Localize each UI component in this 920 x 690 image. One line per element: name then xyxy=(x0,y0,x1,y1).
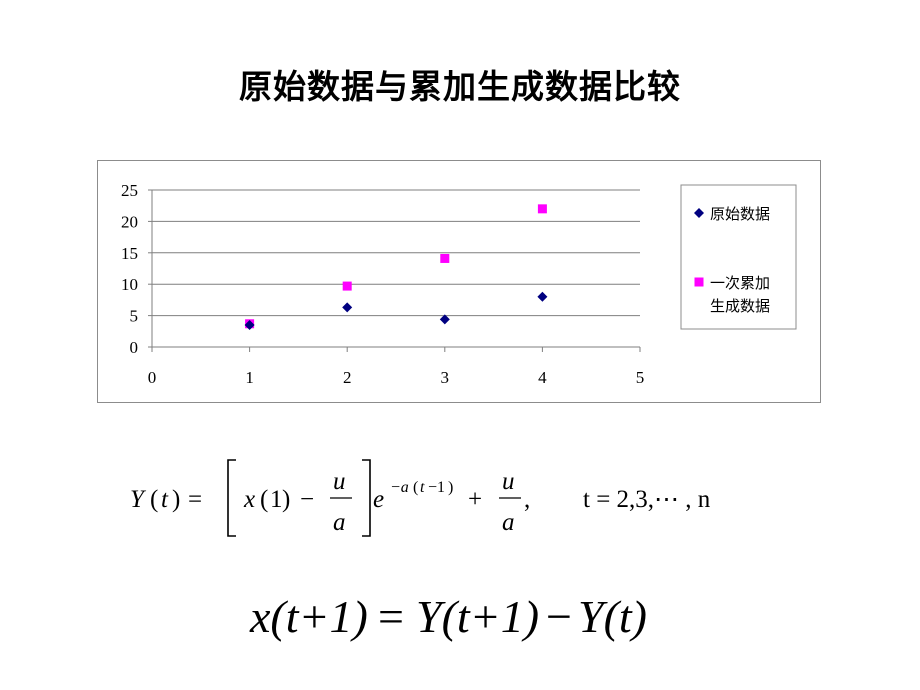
eq1-lparen: ( xyxy=(150,486,158,513)
eq1-t-range: t = 2,3,⋯ , n xyxy=(583,486,711,513)
y-tick-label-10: 10 xyxy=(121,275,138,294)
series-1-point-3 xyxy=(440,253,450,263)
grid-lines xyxy=(152,189,640,317)
y-tick-label-20: 20 xyxy=(121,212,138,231)
eq2-equals: = xyxy=(378,591,404,642)
eq1-exp-lparen: ( xyxy=(413,479,418,496)
x-tick-label-3: 3 xyxy=(441,368,450,387)
y-tick-label-15: 15 xyxy=(121,244,138,263)
x-tick-label-5: 5 xyxy=(636,368,645,387)
eq1-rparen: ) xyxy=(172,486,180,513)
eq2-rhs2: Y(t) xyxy=(578,591,647,642)
x-tick-label-4: 4 xyxy=(538,368,547,387)
eq1-left-bracket xyxy=(227,459,236,537)
eq2-lhs: x(t+1) xyxy=(249,591,368,642)
eq1-frac2-num: u xyxy=(502,468,515,495)
series-0-point-3 xyxy=(439,314,450,325)
eq1-frac2-den: a xyxy=(502,509,515,536)
eq1-frac-den: a xyxy=(333,509,346,536)
chart-area: 0 5 10 15 20 25 0 1 2 3 4 5 原始数据一次累加生成数据 xyxy=(97,160,821,403)
equation-1: Y ( t ) = x ( 1 ) − u a e −a ( t −1 ) + … xyxy=(130,459,711,537)
series-0-point-4 xyxy=(537,291,548,302)
eq1-one: 1 xyxy=(270,486,283,513)
eq1-x: x xyxy=(243,486,255,513)
x-tick-label-2: 2 xyxy=(343,368,352,387)
y-tick-label-0: 0 xyxy=(130,338,139,357)
eq2-rhs1: Y(t+1) xyxy=(416,591,539,642)
legend-label-cumulative-line-1: 一次累加 xyxy=(710,274,770,292)
eq1-exp-t: t xyxy=(420,479,425,496)
legend-label-cumulative-line-2: 生成数据 xyxy=(710,297,770,315)
legend-marker-original xyxy=(694,208,704,218)
legend-label-original: 原始数据 xyxy=(710,205,770,223)
legend-marker-cumulative xyxy=(694,277,704,287)
equation-2: x(t+1) = Y(t+1) − Y(t) xyxy=(249,591,647,642)
eq1-frac-num: u xyxy=(333,468,346,495)
page-title: 原始数据与累加生成数据比较 xyxy=(239,67,681,106)
series-0-point-2 xyxy=(342,302,353,313)
series-1-point-2 xyxy=(342,281,352,291)
x-tick-label-0: 0 xyxy=(148,368,157,387)
eq2-minus: − xyxy=(546,591,572,642)
eq1-minus: − xyxy=(300,486,314,513)
x-tick-label-1: 1 xyxy=(245,368,254,387)
eq1-exp-a: −a xyxy=(390,479,409,496)
eq1-exp-rparen: ) xyxy=(448,479,453,496)
series-1-point-4 xyxy=(537,204,547,214)
eq1-Y: Y xyxy=(130,486,147,513)
y-tick-label-5: 5 xyxy=(130,307,139,326)
eq1-paren-close: ) xyxy=(282,486,290,513)
eq1-plus: + xyxy=(468,486,482,513)
eq1-t: t xyxy=(161,486,169,513)
eq1-comma: , xyxy=(524,486,530,513)
eq1-equals: = xyxy=(188,486,202,513)
tick-labels: 0 5 10 15 20 25 0 1 2 3 4 5 xyxy=(121,181,644,387)
data-points xyxy=(244,204,548,331)
eq1-e: e xyxy=(373,486,384,513)
eq1-paren-open: ( xyxy=(260,486,268,513)
eq1-right-bracket xyxy=(362,459,371,537)
series-0-point-1 xyxy=(244,320,255,331)
axes xyxy=(148,189,641,352)
legend-box xyxy=(680,184,797,330)
y-tick-label-25: 25 xyxy=(121,181,138,200)
eq1-exp-minus1: −1 xyxy=(428,479,445,496)
